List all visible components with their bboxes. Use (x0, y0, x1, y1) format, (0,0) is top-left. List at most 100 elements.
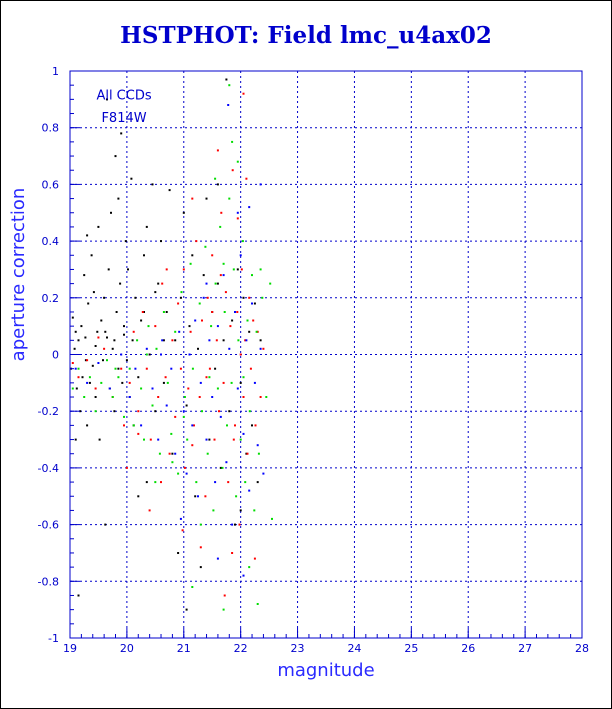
data-point (244, 481, 247, 484)
data-point (253, 509, 256, 512)
data-point (181, 529, 184, 532)
data-point (98, 438, 101, 441)
data-point (185, 472, 188, 475)
data-point (151, 387, 154, 390)
data-point (254, 424, 257, 427)
data-point (231, 552, 234, 554)
data-point (71, 316, 74, 319)
data-point (259, 339, 262, 342)
data-point (256, 603, 259, 605)
data-point (151, 404, 154, 407)
data-point (253, 381, 256, 384)
data-point (202, 296, 205, 299)
data-point (90, 254, 93, 257)
data-point (171, 461, 174, 464)
data-point (238, 523, 241, 526)
data-point (97, 362, 100, 364)
data-point (228, 197, 231, 200)
axis-ticks (69, 70, 583, 639)
data-point (182, 410, 185, 413)
data-point (87, 302, 90, 305)
data-point (246, 319, 249, 322)
data-point (106, 98, 108, 101)
data-point (86, 424, 89, 427)
data-point (228, 347, 231, 350)
data-point (223, 311, 226, 313)
data-point (162, 311, 165, 313)
data-point (113, 339, 116, 342)
data-point (259, 347, 262, 350)
data-point (262, 472, 265, 475)
data-point (240, 268, 243, 271)
data-point (83, 274, 86, 277)
y-axis-title: aperture correction (8, 188, 29, 362)
data-point (134, 296, 137, 299)
data-point (239, 438, 242, 441)
data-point (137, 432, 140, 435)
data-point (256, 330, 259, 333)
data-point (269, 282, 272, 285)
data-point (182, 211, 185, 214)
data-point (228, 84, 231, 87)
data-point (205, 282, 208, 285)
data-point (185, 404, 188, 407)
data-point (154, 481, 157, 484)
data-point (201, 410, 203, 413)
data-point (251, 302, 253, 305)
data-point (214, 481, 217, 484)
data-point (242, 296, 245, 299)
data-point (170, 432, 173, 435)
data-point (201, 319, 203, 322)
data-point (91, 364, 94, 367)
data-point (162, 339, 165, 342)
data-point (110, 211, 112, 214)
data-point (100, 381, 103, 384)
data-point (170, 367, 173, 370)
data-point (239, 353, 242, 356)
data-point (154, 291, 157, 294)
data-point (140, 387, 143, 390)
data-point (75, 387, 78, 390)
data-point (88, 376, 91, 379)
data-point (214, 367, 217, 370)
data-point (94, 396, 97, 398)
data-point (174, 330, 177, 333)
data-point (166, 381, 169, 384)
data-point (115, 311, 118, 313)
data-point (120, 132, 123, 135)
y-tick-label: 0 (52, 349, 59, 362)
data-point (265, 396, 268, 398)
data-point (259, 268, 262, 271)
data-point (231, 140, 234, 143)
data-point (241, 240, 244, 243)
data-point (103, 347, 106, 350)
data-point (216, 183, 219, 186)
data-point (174, 415, 177, 418)
data-point (271, 517, 273, 520)
data-point (97, 336, 100, 339)
data-point (125, 359, 128, 362)
data-point (123, 333, 125, 336)
data-point (214, 177, 217, 180)
data-point (113, 410, 116, 413)
data-point (177, 472, 180, 475)
data-point (179, 296, 182, 299)
data-point (174, 452, 177, 455)
data-point (130, 177, 133, 180)
data-point (145, 353, 148, 356)
data-point (165, 268, 168, 271)
data-point (218, 410, 220, 413)
data-point (117, 367, 120, 370)
data-point (256, 444, 259, 447)
data-point (236, 211, 239, 214)
data-point (248, 330, 251, 333)
data-point (186, 438, 189, 441)
data-point (262, 347, 265, 350)
data-point (212, 509, 215, 512)
data-point (189, 262, 192, 265)
data-point (185, 608, 188, 611)
data-point (216, 149, 219, 152)
data-point (71, 387, 74, 390)
data-point (157, 438, 160, 441)
data-point (219, 274, 222, 277)
